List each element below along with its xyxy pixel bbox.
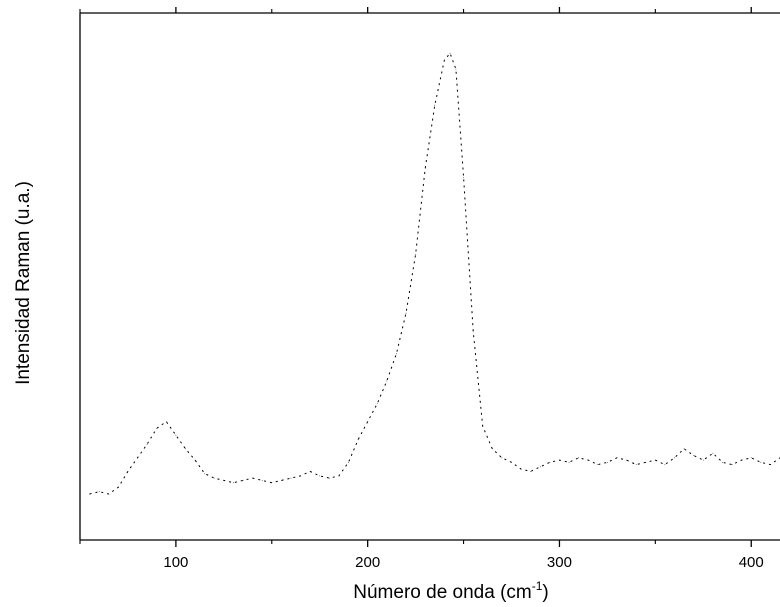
data-point — [511, 461, 512, 463]
data-point — [309, 471, 311, 472]
data-point — [89, 493, 90, 495]
y-axis-title: Intensidad Raman (u.a.) — [13, 181, 34, 385]
data-point — [185, 448, 186, 450]
data-point — [242, 480, 244, 481]
data-point — [319, 475, 321, 477]
data-point — [367, 421, 369, 422]
data-point — [127, 471, 129, 472]
x-axis-title-close: ) — [542, 582, 548, 603]
data-point — [338, 475, 340, 477]
data-point — [549, 461, 551, 463]
data-point — [501, 457, 503, 459]
data-point — [731, 464, 733, 465]
data-point — [396, 353, 397, 355]
x-tick-label: 100 — [163, 554, 188, 571]
data-point — [223, 480, 225, 481]
data-point — [741, 459, 742, 461]
data-point — [146, 443, 148, 445]
data-point — [213, 477, 215, 479]
data-point — [645, 461, 647, 463]
data-point — [271, 482, 273, 484]
data-point — [281, 480, 282, 481]
data-point — [261, 480, 263, 481]
data-point — [386, 380, 388, 382]
data-point — [626, 459, 627, 461]
data-point — [635, 464, 637, 465]
data-point — [424, 168, 426, 169]
data-point — [233, 482, 234, 484]
data-point — [137, 457, 138, 459]
data-point — [348, 461, 349, 463]
data-point — [530, 471, 532, 472]
data-point — [491, 448, 493, 450]
data-point — [463, 177, 464, 179]
data-point — [482, 425, 484, 427]
data-point — [722, 461, 723, 463]
data-point — [702, 459, 704, 461]
x-axis-title: Número de onda (cm-1) — [353, 579, 548, 603]
data-point — [194, 459, 196, 461]
x-axis-title-superscript: -1 — [532, 579, 543, 593]
data-point — [654, 459, 656, 461]
data-point — [578, 457, 579, 459]
data-point — [616, 457, 618, 459]
data-point — [252, 477, 254, 479]
data-point — [597, 464, 599, 465]
data-point — [98, 491, 100, 493]
plot-frame — [79, 12, 780, 541]
data-point — [108, 493, 110, 495]
data-point — [664, 464, 666, 465]
data-point — [376, 403, 378, 404]
data-point — [770, 464, 771, 465]
spectrum-series — [89, 52, 780, 495]
data-point — [357, 439, 359, 441]
x-tick-label: 200 — [355, 554, 380, 571]
x-tick-marks — [79, 540, 752, 547]
data-point — [587, 459, 589, 461]
data-point — [415, 254, 416, 255]
data-point — [750, 457, 752, 459]
data-point — [607, 461, 608, 463]
x-tick-label: 400 — [739, 554, 764, 571]
data-point — [156, 428, 158, 429]
data-point — [434, 104, 436, 106]
data-point — [175, 434, 177, 436]
x-axis-title-main: Número de onda (cm — [353, 582, 531, 603]
spectrum-line — [89, 52, 780, 495]
x-tick-labels: 100 200 300 400 — [163, 554, 763, 571]
data-point — [455, 68, 457, 70]
data-point — [449, 52, 451, 54]
data-point — [559, 459, 560, 461]
data-point — [760, 461, 762, 463]
data-point — [712, 452, 714, 454]
data-point — [444, 59, 445, 61]
data-point — [165, 421, 167, 422]
data-point — [693, 455, 695, 456]
data-point — [674, 457, 675, 459]
data-point — [405, 312, 407, 314]
top-tick-marks — [79, 7, 752, 13]
data-point — [204, 473, 206, 474]
data-point — [328, 477, 330, 479]
data-point — [118, 486, 119, 488]
data-point — [300, 475, 301, 477]
data-point — [539, 466, 541, 468]
data-point — [568, 461, 570, 463]
data-point — [520, 468, 522, 470]
x-tick-label: 300 — [547, 554, 572, 571]
data-point — [472, 330, 474, 332]
data-point — [290, 477, 292, 479]
data-point — [683, 448, 685, 450]
